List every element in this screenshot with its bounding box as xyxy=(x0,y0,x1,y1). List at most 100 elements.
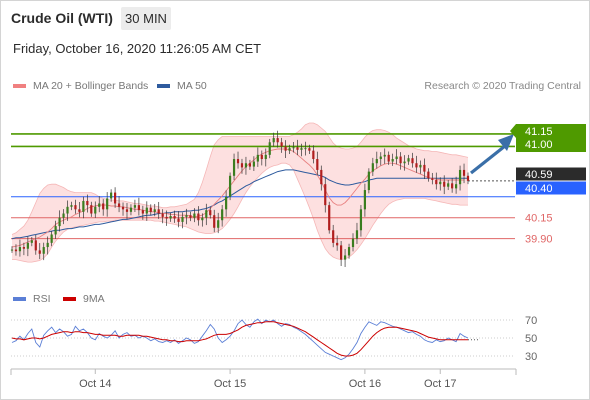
candle-body xyxy=(129,207,133,212)
bollinger-band-fill xyxy=(12,123,468,263)
candle-body xyxy=(260,154,263,160)
forecast-arrow-shaft xyxy=(470,144,506,175)
candle-body xyxy=(205,210,208,218)
candle-body xyxy=(451,183,454,189)
candle-body xyxy=(240,163,244,168)
copyright-text: Research © 2020 Trading Central xyxy=(424,80,581,92)
candle-body xyxy=(292,147,295,149)
candle-body xyxy=(133,205,137,208)
candle-body xyxy=(165,216,168,219)
candle-body xyxy=(153,209,156,212)
resistance-label-block xyxy=(516,124,586,152)
candle-body xyxy=(332,230,335,243)
candle-body xyxy=(54,226,57,235)
candle-body xyxy=(98,203,101,207)
candle-body xyxy=(225,196,228,210)
candle-body xyxy=(284,146,287,151)
x-tick-label: Oct 14 xyxy=(79,378,111,390)
candle-body xyxy=(236,159,240,164)
candle-body xyxy=(197,213,200,221)
level-label-39-90: 39.90 xyxy=(525,234,553,246)
candle-body xyxy=(217,220,220,228)
candle-body xyxy=(113,192,117,204)
candle-body xyxy=(185,215,188,217)
x-tick-label: Oct 17 xyxy=(424,378,456,390)
bollinger-swatch xyxy=(13,84,26,88)
candle-body xyxy=(462,169,466,176)
rsi-label: RSI xyxy=(33,293,51,305)
candle-body xyxy=(264,154,267,160)
candle-body xyxy=(419,164,422,168)
candle-body xyxy=(363,190,367,210)
candle-body xyxy=(343,255,347,260)
candle-body xyxy=(137,205,140,211)
candle-body xyxy=(336,242,339,246)
rsi-ma-swatch xyxy=(63,297,76,301)
rsi-tick-70: 70 xyxy=(525,315,537,327)
candle-body xyxy=(296,147,299,150)
candle-body xyxy=(173,216,176,219)
candle-body xyxy=(423,164,426,172)
candle-body xyxy=(312,150,315,160)
rsi-line xyxy=(11,318,469,361)
candle-body xyxy=(351,238,355,248)
candle-body xyxy=(252,161,255,167)
candle-body xyxy=(304,148,307,150)
candle-body xyxy=(280,142,283,147)
candle-body xyxy=(90,205,93,214)
candle-body xyxy=(46,242,49,248)
candle-body xyxy=(66,206,69,214)
rsi-ma-line xyxy=(11,321,468,357)
candle-body xyxy=(78,209,81,212)
candle-body xyxy=(375,159,378,164)
candle-body xyxy=(403,161,406,164)
candle-body xyxy=(102,203,105,210)
candle-body xyxy=(320,169,323,185)
candle-body xyxy=(391,159,394,162)
candle-body xyxy=(145,207,148,214)
candle-body xyxy=(431,178,434,180)
candle-body xyxy=(347,247,351,256)
candle-body xyxy=(308,148,311,151)
forecast-arrow-head xyxy=(498,134,514,151)
candle-body xyxy=(288,148,291,151)
candle-body xyxy=(443,181,446,187)
resistance-label-pointer xyxy=(510,124,516,138)
candle-body xyxy=(38,250,41,254)
candle-body xyxy=(221,209,224,221)
candle-body xyxy=(415,163,418,168)
candle-body xyxy=(62,213,65,218)
candle-body xyxy=(86,200,89,206)
ma50-swatch xyxy=(157,84,170,88)
candle-body xyxy=(367,171,370,191)
level-label-40-59-bg xyxy=(516,167,586,181)
candle-body xyxy=(177,218,180,222)
candle-body xyxy=(407,158,410,162)
legend-ma50: MA 50 xyxy=(157,80,207,92)
rsi-tick-50: 50 xyxy=(525,333,537,345)
chart-datetime: Friday, October 16, 2020 11:26:05 AM CET xyxy=(13,41,262,56)
candle-body xyxy=(34,240,37,251)
level-label-41-15: 41.15 xyxy=(525,126,553,138)
legend-rsi-ma: 9MA xyxy=(63,293,105,305)
level-label-40-40: 40.40 xyxy=(525,183,553,195)
candle-body xyxy=(248,163,252,167)
candle-body xyxy=(244,163,248,168)
candle-body xyxy=(387,154,390,162)
candle-body xyxy=(328,205,331,231)
candle-body xyxy=(268,142,271,155)
candle-body xyxy=(371,163,374,172)
timeframe-button[interactable]: 30 MIN xyxy=(121,7,171,30)
candle-body xyxy=(82,200,85,212)
candle-body xyxy=(117,203,121,207)
legend-rsi: RSI xyxy=(13,293,51,305)
candle-body xyxy=(181,216,184,222)
candle-body xyxy=(399,156,402,164)
candle-body xyxy=(209,210,212,216)
ma50-line xyxy=(11,169,468,240)
level-label-41-00: 41.00 xyxy=(525,139,553,151)
candle-body xyxy=(42,247,45,254)
candle-body xyxy=(228,175,232,197)
candle-body xyxy=(458,169,462,185)
